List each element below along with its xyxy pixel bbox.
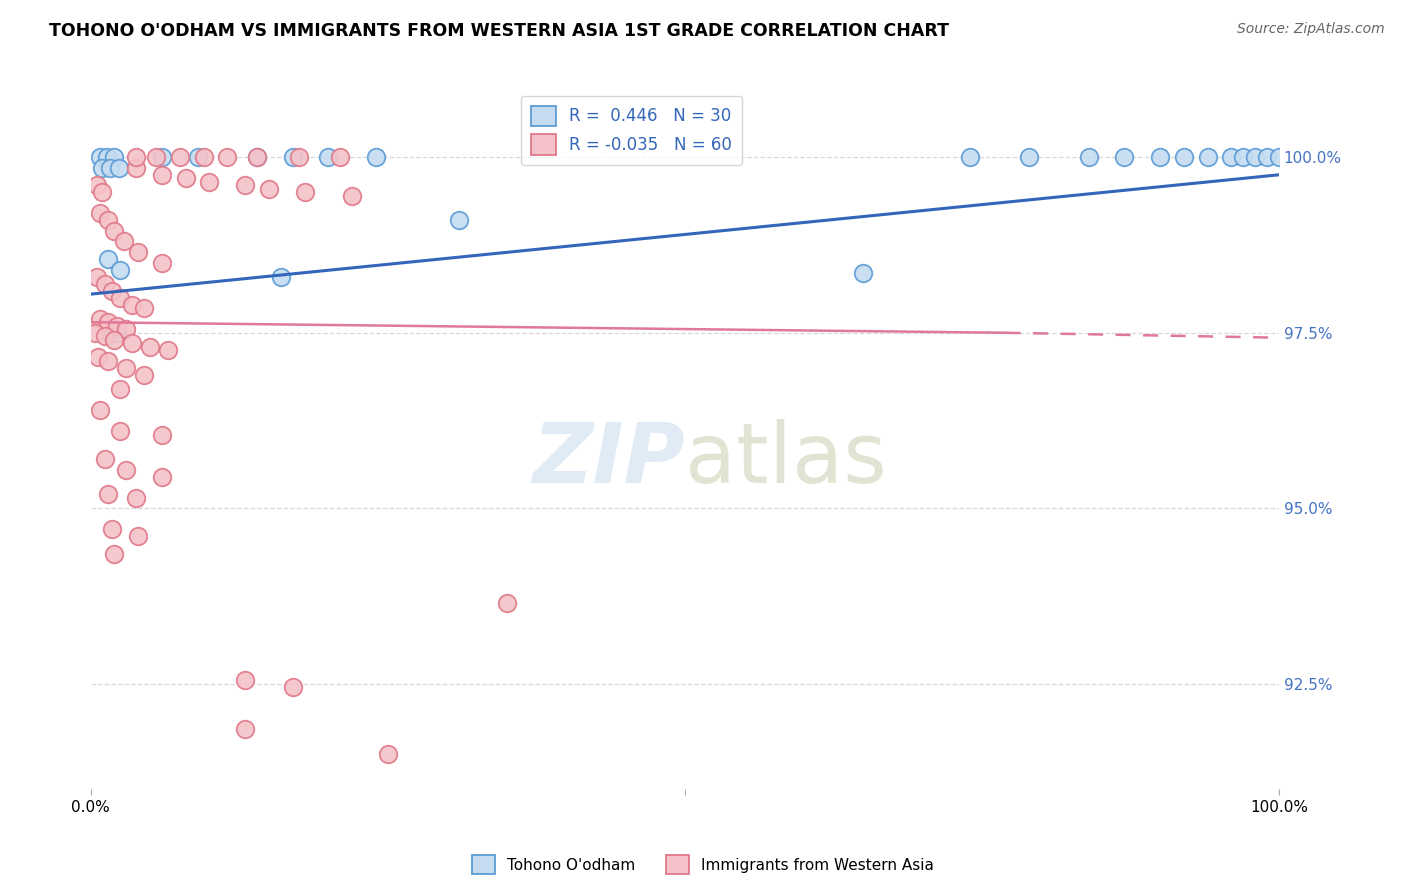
Point [96,150,118,164]
Point [1220,150,1243,164]
Point [94,277,117,291]
Point [105,318,128,333]
Point [91,186,114,200]
Point [217,150,239,164]
Point [447,213,470,227]
Point [1232,150,1254,164]
Point [495,596,517,610]
Point [97,354,120,368]
Point [86,269,108,284]
Point [110,424,132,438]
Point [125,491,148,505]
Point [1256,150,1278,164]
Point [101,522,124,536]
Point [132,368,155,382]
Point [105,326,128,340]
Point [89,403,111,417]
Point [125,150,148,164]
Point [115,360,138,375]
Point [94,329,117,343]
Point [156,343,179,358]
Point [316,150,339,164]
Point [294,186,316,200]
Point [270,269,292,284]
Point [1268,150,1291,164]
Point [145,150,167,164]
Point [97,252,120,266]
Point [852,266,875,280]
Point [246,150,269,164]
Point [86,178,108,193]
Point [98,161,121,175]
Point [110,291,132,305]
Legend: R =  0.446   N = 30, R = -0.035   N = 60: R = 0.446 N = 30, R = -0.035 N = 60 [520,95,742,165]
Text: Source: ZipAtlas.com: Source: ZipAtlas.com [1237,22,1385,37]
Point [187,150,209,164]
Point [97,487,120,501]
Point [329,150,352,164]
Point [89,150,111,164]
Point [257,182,280,196]
Point [108,161,131,175]
Point [103,333,125,347]
Point [1149,150,1171,164]
Point [246,150,269,164]
Point [97,213,120,227]
Point [127,529,149,543]
Point [287,150,309,164]
Point [1173,150,1195,164]
Point [94,452,117,467]
Point [281,150,304,164]
Point [198,175,221,189]
Point [112,235,135,249]
Text: TOHONO O'ODHAM VS IMMIGRANTS FROM WESTERN ASIA 1ST GRADE CORRELATION CHART: TOHONO O'ODHAM VS IMMIGRANTS FROM WESTER… [49,22,949,40]
Point [101,326,124,340]
Point [127,245,149,260]
Point [115,322,138,336]
Point [174,171,197,186]
Point [377,747,399,761]
Legend: Tohono O'odham, Immigrants from Western Asia: Tohono O'odham, Immigrants from Western … [465,849,941,880]
Point [89,311,111,326]
Point [115,463,138,477]
Point [233,178,256,193]
Point [281,681,304,695]
Point [84,326,107,340]
Point [959,150,981,164]
Point [1114,150,1136,164]
Point [91,161,114,175]
Point [103,547,125,561]
Point [97,315,120,329]
Point [150,427,173,442]
Point [1077,150,1099,164]
Point [125,161,148,175]
Point [1197,150,1219,164]
Text: ZIP: ZIP [531,419,685,500]
Point [364,150,387,164]
Point [233,673,256,688]
Point [150,168,173,182]
Point [169,150,191,164]
Point [193,150,215,164]
Point [139,340,162,354]
Point [233,723,256,737]
Point [150,150,173,164]
Point [1244,150,1267,164]
Point [103,224,125,238]
Point [89,206,111,220]
Point [132,301,155,316]
Point [87,351,110,365]
Point [150,255,173,269]
Point [121,298,143,312]
Point [1018,150,1040,164]
Point [340,189,363,203]
Point [150,469,173,483]
Point [110,382,132,396]
Point [101,284,124,298]
Point [103,150,125,164]
Point [110,262,132,277]
Text: atlas: atlas [685,419,887,500]
Point [121,336,143,351]
